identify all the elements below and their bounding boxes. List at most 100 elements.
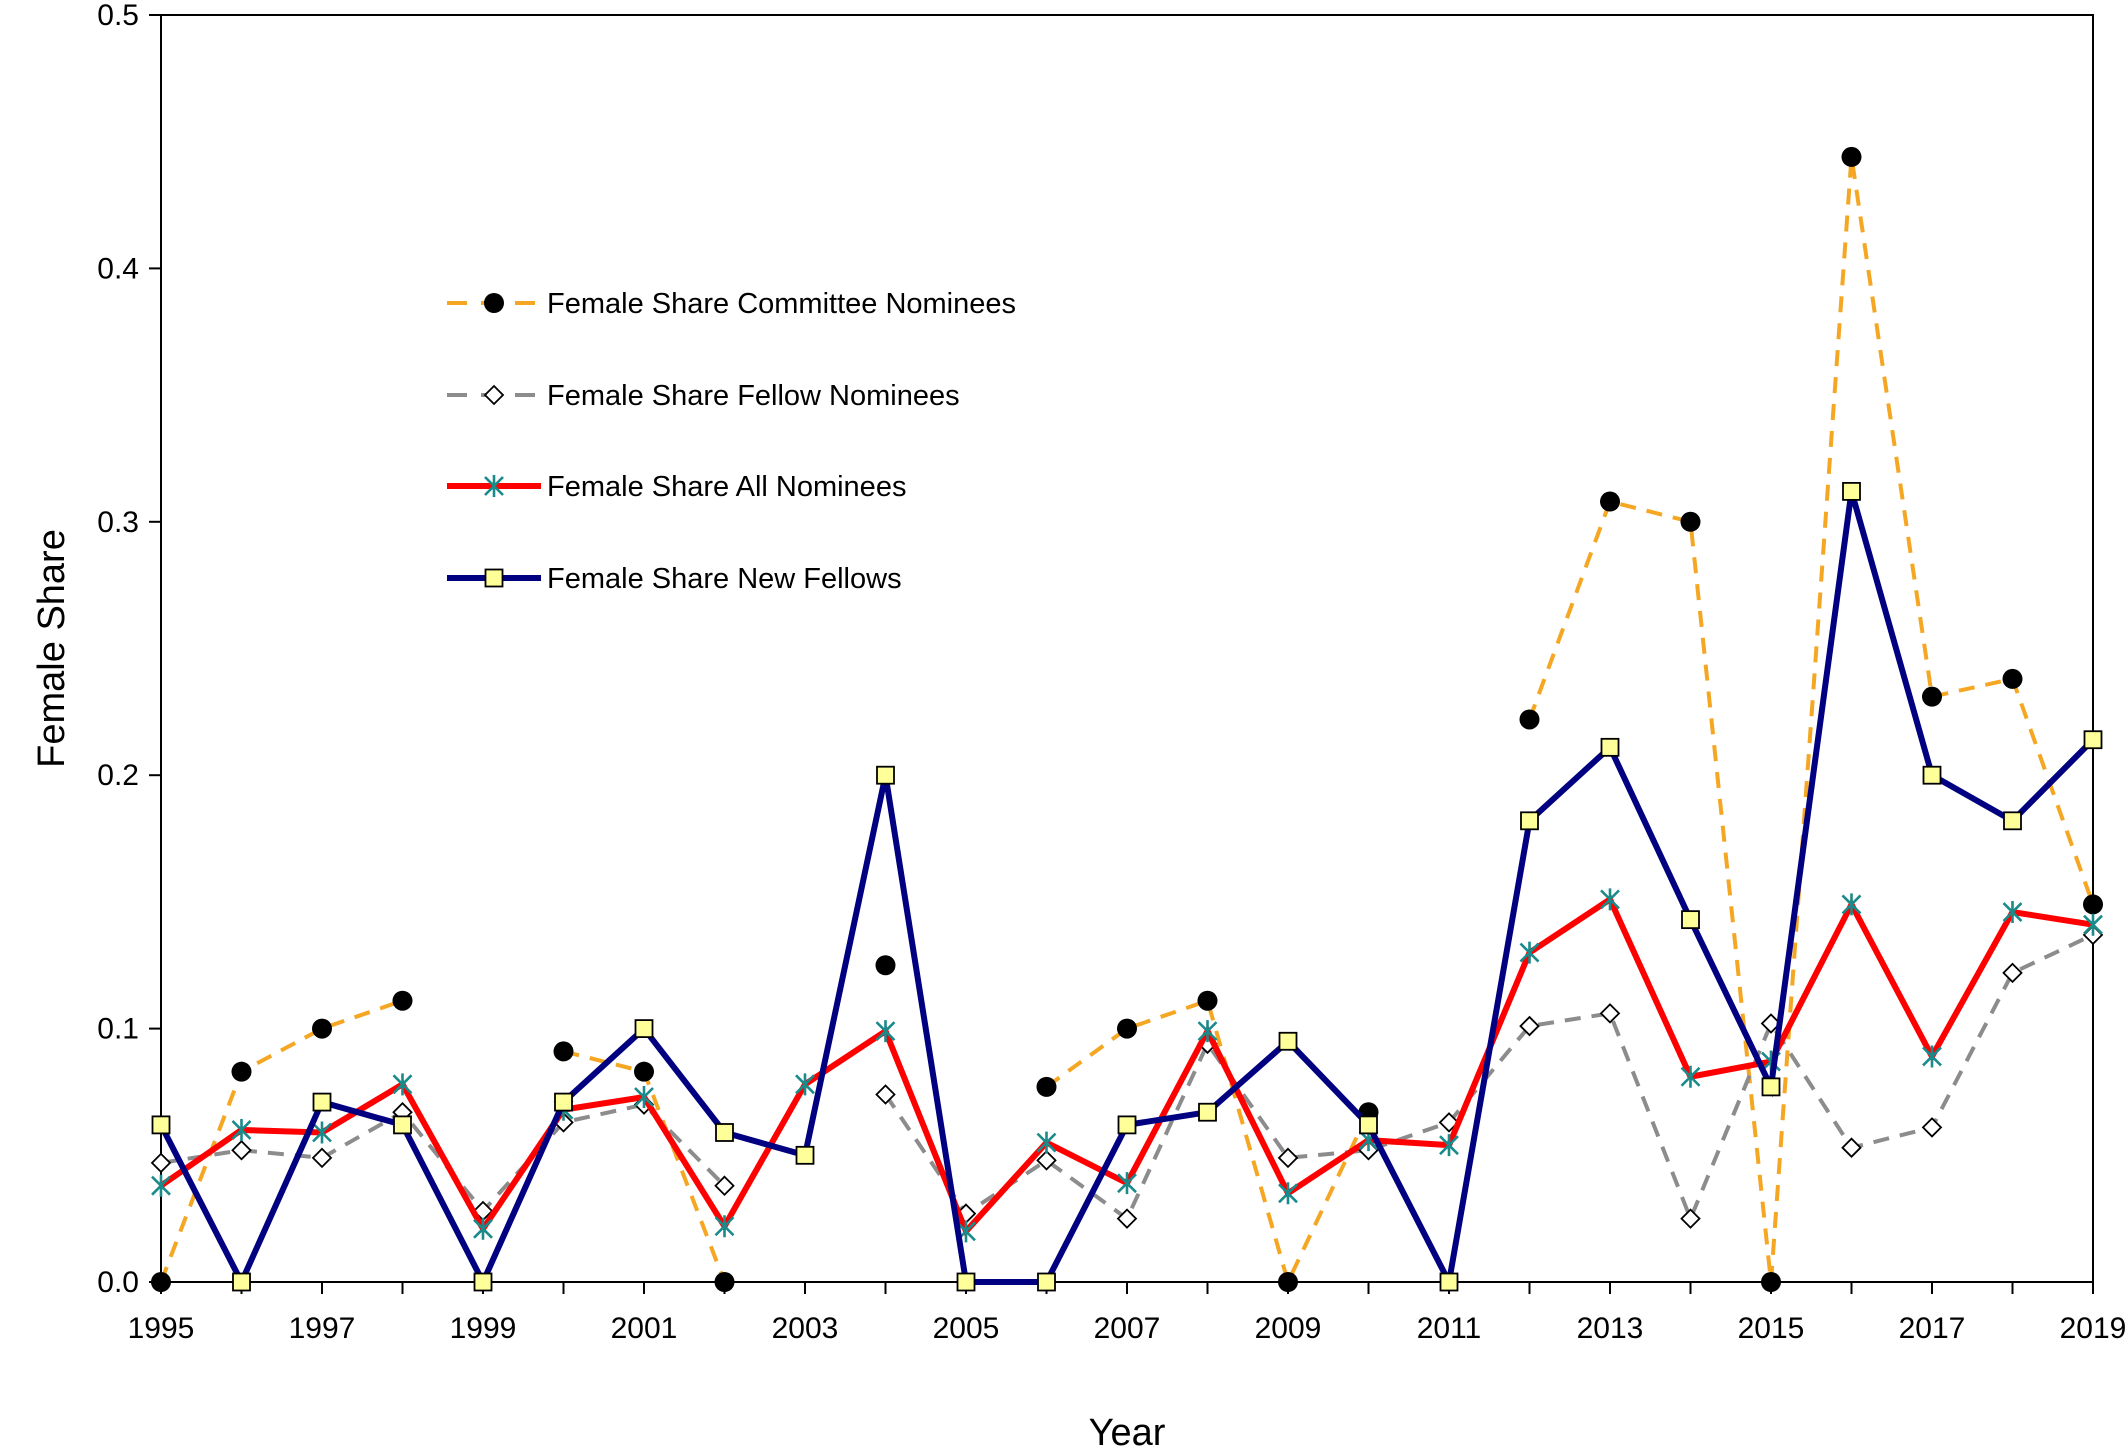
x-tick-label: 2013 [1577, 1312, 1644, 1345]
x-tick-label: 2015 [1738, 1312, 1805, 1345]
x-tick-label: 1999 [450, 1312, 517, 1345]
data-point [1841, 1137, 1862, 1158]
series-0 [151, 146, 2103, 1292]
legend-entry: Female Share Fellow Nominees [447, 380, 960, 412]
data-point [473, 1272, 493, 1292]
data-point [2003, 811, 2022, 831]
data-point [1922, 1045, 1942, 1068]
legend-marker [484, 293, 504, 313]
data-point [1278, 1031, 1298, 1051]
data-point [1681, 910, 1700, 930]
data-point [1519, 1015, 1540, 1037]
data-point [1197, 990, 1218, 1011]
data-point [151, 1272, 171, 1292]
data-point [392, 990, 413, 1011]
series-line [883, 933, 2094, 1225]
y-tick-label: 0.2 [97, 759, 139, 792]
data-point [2083, 913, 2103, 936]
data-point [1520, 811, 1539, 831]
data-point [795, 1073, 815, 1096]
legend-entry: Female Share All Nominees [447, 471, 906, 503]
data-point [2002, 668, 2023, 689]
y-tick-label: 0.4 [97, 252, 139, 285]
data-point [312, 1092, 332, 1112]
data-point [1037, 1272, 1056, 1292]
x-tick-label: 2011 [1417, 1312, 1482, 1345]
data-point [1599, 1003, 1621, 1024]
series-line [158, 490, 2096, 1292]
data-point [1439, 1272, 1459, 1292]
data-point [1921, 1117, 1943, 1138]
data-point [795, 1145, 815, 1165]
x-tick-label: 2003 [772, 1312, 839, 1345]
x-tick-label: 2007 [1094, 1312, 1161, 1345]
legend-entry: Female Share New Fellows [447, 563, 902, 595]
legend-entry: Female Share Committee Nominees [447, 288, 1016, 320]
data-point [1600, 737, 1620, 757]
series-line [160, 1102, 726, 1215]
data-point [151, 1115, 171, 1135]
y-tick-label: 0.5 [97, 0, 139, 32]
x-tick-label: 1997 [289, 1312, 356, 1345]
data-point [1680, 1208, 1701, 1229]
y-tick-label: 0.0 [97, 1266, 139, 1299]
series-3 [151, 481, 2103, 1292]
data-point [473, 1217, 493, 1240]
data-point [634, 1086, 654, 1109]
data-point [1761, 1272, 1781, 1292]
data-point [311, 1147, 333, 1169]
data-point [231, 1118, 252, 1141]
data-point [1117, 1018, 1137, 1039]
plot-area-frame [160, 14, 2094, 1283]
data-point [1116, 1208, 1138, 1229]
legend-label: Female Share New Fellows [547, 563, 902, 595]
data-point [2083, 730, 2103, 750]
data-point [1278, 1182, 1298, 1205]
data-point [714, 1215, 735, 1238]
data-point [1439, 1134, 1459, 1157]
legend-marker [484, 475, 504, 497]
data-point [1680, 511, 1701, 532]
data-point [1680, 1065, 1701, 1088]
series-line [1045, 998, 1371, 1288]
y-axis-title: Female Share [31, 529, 73, 768]
data-point [875, 1020, 896, 1043]
legend-label: Female Share Committee Nominees [547, 288, 1016, 320]
data-point [1117, 1115, 1137, 1135]
data-point [1036, 1150, 1057, 1171]
x-tick-label: 2001 [611, 1312, 678, 1345]
y-tick-label: 0.3 [97, 506, 139, 539]
data-point [1359, 1115, 1378, 1135]
data-point [1277, 1147, 1299, 1169]
data-point [1197, 1020, 1218, 1043]
data-point [2083, 894, 2103, 915]
data-point [875, 1084, 896, 1105]
series-line [563, 1049, 727, 1283]
data-point [876, 765, 895, 785]
x-tick-label: 2017 [1899, 1312, 1966, 1345]
data-point [231, 1139, 252, 1161]
y-tick-label: 0.1 [97, 1013, 139, 1046]
x-axis-title: Year [1089, 1412, 1166, 1451]
data-point [715, 1123, 734, 1142]
data-point [1519, 941, 1540, 964]
data-point [150, 1152, 172, 1174]
data-point [634, 1061, 654, 1082]
data-point [2002, 962, 2023, 984]
data-point [714, 1175, 735, 1196]
data-point [2002, 901, 2023, 924]
legend-marker [484, 568, 504, 588]
x-tick-label: 2005 [933, 1312, 1000, 1345]
data-point [634, 1019, 654, 1038]
data-point [1841, 893, 1862, 916]
data-point [1117, 1172, 1137, 1195]
data-point [1519, 709, 1540, 730]
data-point [1036, 1131, 1057, 1154]
data-point [1036, 1076, 1057, 1097]
data-point [151, 1174, 171, 1197]
data-point [231, 1061, 252, 1082]
data-point [392, 1073, 413, 1096]
data-point [554, 1092, 573, 1112]
data-point [393, 1115, 412, 1135]
